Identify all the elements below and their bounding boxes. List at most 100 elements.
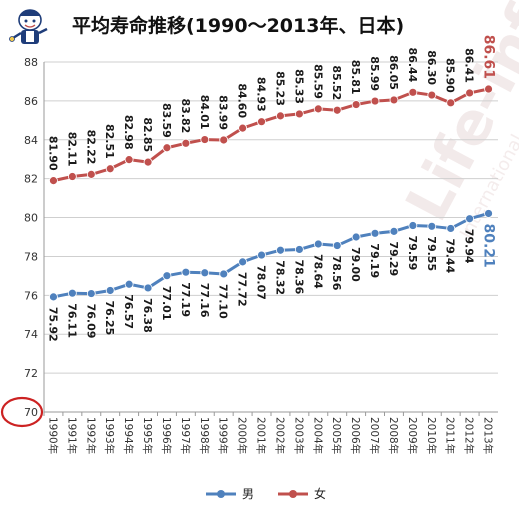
x-tick-label: 2003年 xyxy=(292,417,305,454)
data-label: 83.99 xyxy=(217,95,230,130)
data-point xyxy=(389,226,399,236)
data-label: 76.09 xyxy=(84,304,97,339)
x-tick-label: 1994年 xyxy=(122,417,135,454)
data-point xyxy=(332,241,342,250)
x-tick-label: 2010年 xyxy=(425,417,438,454)
data-point xyxy=(484,209,493,218)
data-label: 84.01 xyxy=(198,95,211,130)
data-label: 77.72 xyxy=(236,272,249,307)
data-point xyxy=(408,87,418,97)
x-axis-ticks: 1990年 1991年 1992年 1993年 1994年 1995年 1996年 1997年… xyxy=(43,412,495,454)
data-point xyxy=(276,111,285,121)
data-point xyxy=(124,279,134,289)
y-tick-label: 80 xyxy=(24,212,38,225)
data-point xyxy=(162,143,172,153)
data-point xyxy=(389,95,399,105)
data-label: 78.64 xyxy=(311,254,324,289)
data-point xyxy=(49,176,58,186)
data-label: 76.57 xyxy=(122,294,135,329)
x-tick-label: 2004年 xyxy=(311,417,324,454)
data-label: 79.94 xyxy=(463,229,476,264)
y-tick-label: 70 xyxy=(24,406,38,419)
data-point xyxy=(446,98,456,108)
watermark: Life-info International xyxy=(392,0,519,242)
data-label: 77.19 xyxy=(179,282,192,317)
x-tick-label: 1992年 xyxy=(84,417,97,454)
data-label: 85.81 xyxy=(349,60,362,95)
data-point xyxy=(143,157,153,167)
data-label: 81.90 xyxy=(46,136,59,171)
data-point xyxy=(219,135,229,145)
data-label: 76.25 xyxy=(103,300,116,335)
x-tick-label: 2011年 xyxy=(444,417,457,454)
data-label: 85.52 xyxy=(330,65,343,100)
y-tick-label: 72 xyxy=(24,367,38,380)
x-tick-label: 2012年 xyxy=(463,417,476,454)
data-point xyxy=(67,172,77,181)
x-tick-label: 1996年 xyxy=(160,417,173,454)
x-tick-label: 1997年 xyxy=(179,417,192,454)
y-axis-ticks: 70 72 74 76 78 80 82 84 86 88 xyxy=(0,56,44,428)
y-tick-label: 74 xyxy=(24,328,38,341)
x-tick-label: 2001年 xyxy=(255,417,268,454)
x-tick-label: 2009年 xyxy=(406,417,419,454)
y-tick-label: 86 xyxy=(24,95,38,108)
data-point xyxy=(105,286,115,295)
data-label: 78.56 xyxy=(330,256,343,291)
data-point xyxy=(332,105,342,115)
x-tick-label: 2000年 xyxy=(236,417,249,454)
data-label: 85.99 xyxy=(368,56,381,91)
x-tick-label: 2006年 xyxy=(349,417,362,454)
data-point xyxy=(351,100,361,109)
data-label: 82.51 xyxy=(103,124,116,159)
series xyxy=(49,84,493,302)
data-point xyxy=(181,138,191,148)
y-tick-label: 78 xyxy=(24,250,38,263)
data-label: 86.30 xyxy=(425,50,438,85)
data-point xyxy=(370,96,380,106)
data-point xyxy=(162,271,172,281)
data-point xyxy=(200,135,210,144)
data-point xyxy=(200,268,210,278)
data-point xyxy=(465,88,475,98)
logo-mascot-icon xyxy=(9,9,48,44)
data-point xyxy=(143,283,153,293)
data-label: 83.82 xyxy=(179,98,192,133)
y-tick-label: 76 xyxy=(24,289,38,302)
data-label: 77.16 xyxy=(198,283,211,318)
data-point xyxy=(484,84,493,94)
data-point xyxy=(313,239,323,249)
data-label: 78.07 xyxy=(255,265,268,300)
data-label: 84.60 xyxy=(236,83,249,118)
data-label: 85.59 xyxy=(311,64,324,99)
data-point xyxy=(181,267,191,277)
data-point xyxy=(294,245,304,254)
highlight-circle xyxy=(0,396,44,428)
x-tick-label: 1999年 xyxy=(217,417,230,454)
legend-marker xyxy=(289,490,297,498)
data-labels: 75.92 76.11 76.09 76.25 76.57 76.38 77.01 77.19… xyxy=(46,35,496,342)
watermark-text: Life-info xyxy=(392,0,519,232)
data-point xyxy=(238,123,248,133)
data-point xyxy=(219,269,229,279)
x-tick-label: 1993年 xyxy=(103,417,116,454)
data-label: 79.29 xyxy=(387,241,400,276)
data-label: 80.21 xyxy=(481,223,497,267)
y-tick-label: 84 xyxy=(24,134,38,147)
data-point xyxy=(427,90,437,100)
x-tick-label: 2013年 xyxy=(482,417,495,454)
data-point xyxy=(465,214,475,224)
data-point xyxy=(427,221,437,231)
data-point xyxy=(257,250,266,260)
legend-label: 女 xyxy=(314,486,326,501)
data-label: 83.59 xyxy=(160,103,173,138)
data-label: 76.11 xyxy=(65,303,78,338)
data-label: 86.44 xyxy=(406,48,419,83)
data-label: 77.10 xyxy=(217,284,230,319)
x-tick-label: 2007年 xyxy=(368,417,381,454)
data-label: 85.90 xyxy=(444,58,457,93)
data-point xyxy=(86,169,96,179)
data-label: 79.44 xyxy=(444,238,457,273)
data-point xyxy=(105,164,115,174)
data-label: 86.61 xyxy=(481,35,497,79)
